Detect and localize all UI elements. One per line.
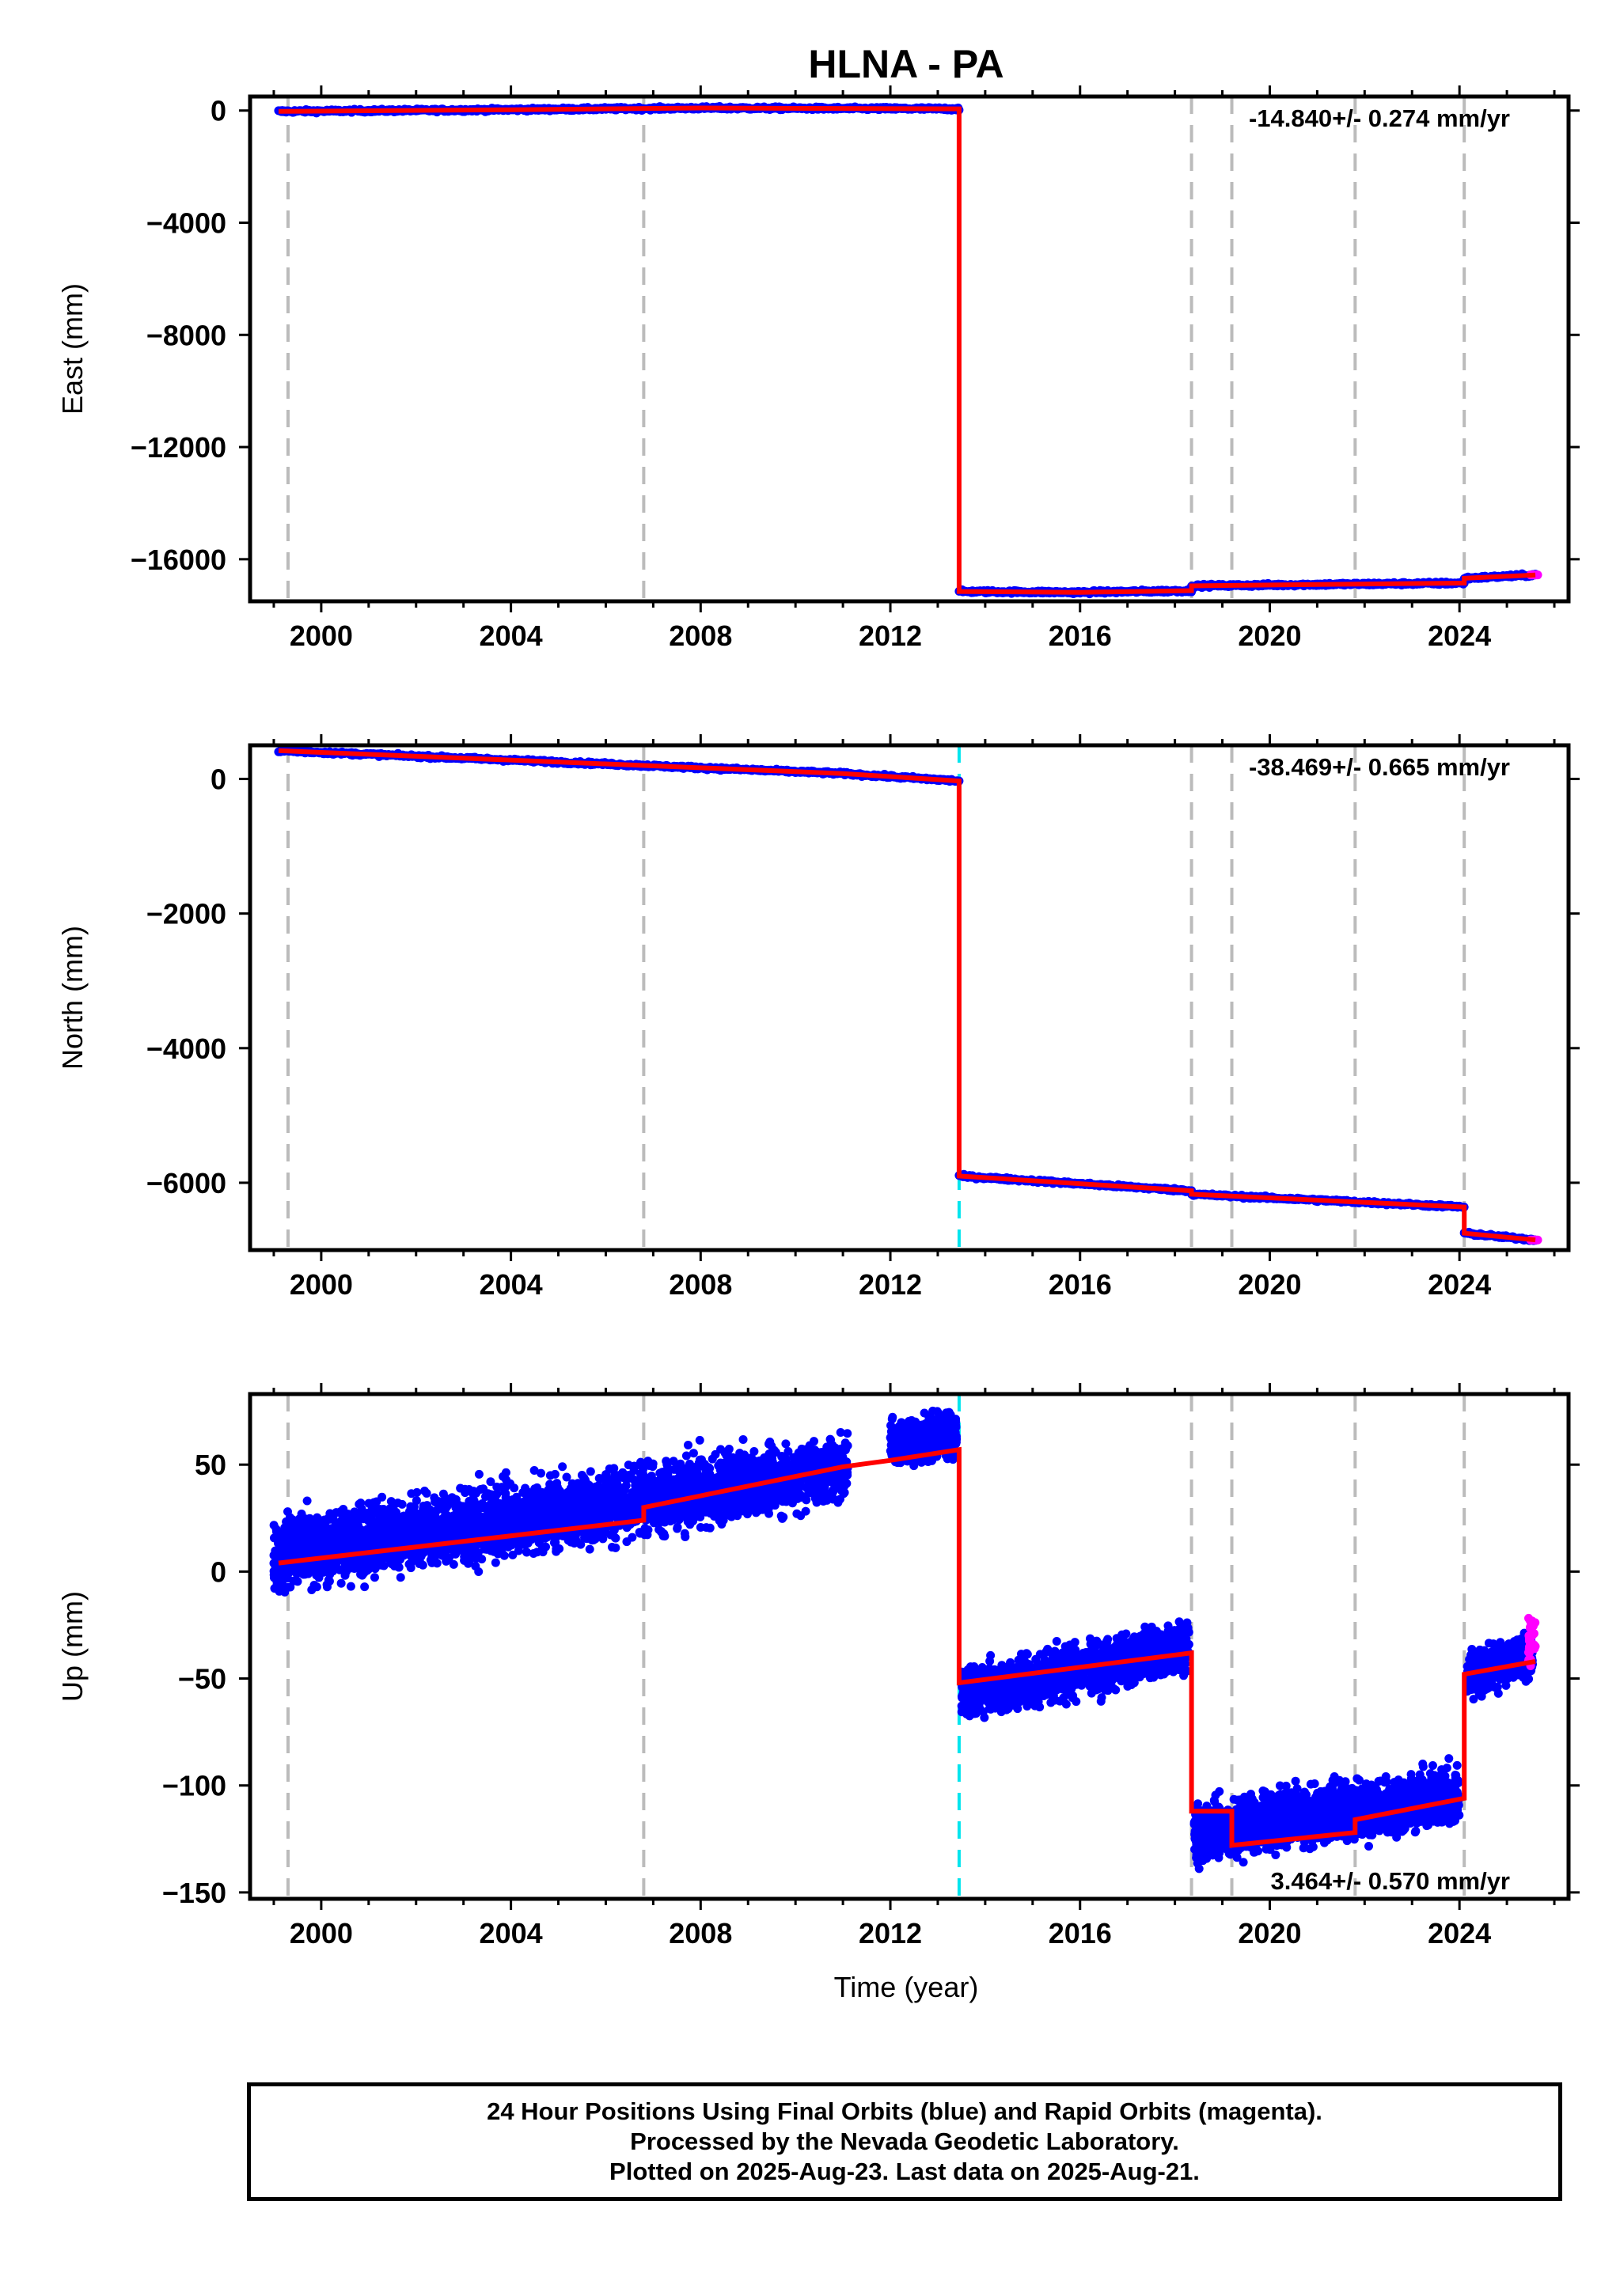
figure-title: HLNA - PA: [808, 42, 1003, 86]
x-tick-label: 2000: [290, 1268, 353, 1301]
final-orbit-point: [586, 1467, 595, 1476]
final-orbit-point: [562, 1472, 571, 1482]
x-tick-label: 2012: [859, 619, 922, 652]
final-orbit-point: [370, 1573, 379, 1582]
x-tick-label: 2024: [1428, 619, 1491, 652]
x-tick-label: 2012: [859, 1268, 922, 1301]
x-tick-label: 2008: [669, 1268, 732, 1301]
x-tick-label: 2004: [480, 1268, 543, 1301]
final-orbit-point: [624, 1461, 633, 1470]
plot-frame: [248, 94, 1571, 604]
plot-frame: [248, 743, 1571, 1252]
model-fit-line: [278, 748, 1536, 1243]
x-tick-label: 2008: [669, 619, 732, 652]
x-tick-label: 2020: [1238, 619, 1301, 652]
final-orbit-point: [474, 1469, 484, 1479]
data-points-up: [269, 1406, 1540, 1874]
x-tick-label: 2020: [1238, 1268, 1301, 1301]
final-orbit-point: [550, 1469, 560, 1479]
velocity-rate-label: -38.469+/- 0.665 mm/yr: [1249, 753, 1510, 781]
y-tick-label: −6000: [146, 1167, 226, 1199]
final-orbit-point: [283, 1507, 293, 1517]
y-tick-label: −8000: [146, 319, 226, 351]
velocity-rate-label: -14.840+/- 0.274 mm/yr: [1249, 104, 1510, 132]
y-tick-label: −4000: [146, 207, 226, 240]
x-tick-label: 2000: [290, 619, 353, 652]
x-tick-label: 2016: [1049, 1268, 1112, 1301]
y-tick-label: −16000: [131, 544, 226, 576]
panel-north: 2000 2004 2008 2012 2016 2020 2024 0 −2000 −4000 −…: [56, 734, 1580, 1301]
final-orbit-point: [302, 1496, 312, 1506]
final-orbit-point: [695, 1435, 704, 1445]
final-orbit-point: [610, 1533, 620, 1542]
final-orbit-point: [365, 1509, 374, 1518]
panel-east: 2000 2004 2008 2012 2016 2020 2024 0 −4000 −8000 −…: [56, 85, 1580, 652]
data-points-north: [274, 744, 1542, 1245]
x-tick-label: 2024: [1428, 1268, 1491, 1301]
final-orbit-point: [738, 1434, 748, 1444]
final-orbit-point: [456, 1483, 465, 1493]
final-orbit-point: [412, 1487, 422, 1497]
y-axis-label: North (mm): [56, 926, 89, 1070]
y-tick-label: 0: [211, 95, 226, 127]
y-tick-label: −4000: [146, 1032, 226, 1065]
y-tick-label: 0: [211, 763, 226, 796]
final-orbit-point: [684, 1441, 693, 1450]
final-orbit-point: [585, 1544, 594, 1554]
x-tick-label: 2004: [480, 619, 543, 652]
y-tick-label: −2000: [146, 898, 226, 930]
final-orbit-point: [307, 1586, 317, 1595]
final-orbit-point: [322, 1582, 332, 1592]
panel-up: 2000 2004 2008 2012 2016 2020 2024500−50−100−1…: [56, 1383, 1580, 1949]
final-orbit-point: [360, 1582, 370, 1592]
final-orbit-point: [364, 1498, 374, 1508]
final-orbit-point: [501, 1468, 510, 1477]
y-tick-label: −12000: [131, 431, 226, 464]
y-axis-label: East (mm): [56, 283, 89, 415]
data-points-east: [274, 102, 1542, 599]
model-fit-line: [278, 105, 1536, 595]
x-tick-label: 2016: [1049, 619, 1112, 652]
